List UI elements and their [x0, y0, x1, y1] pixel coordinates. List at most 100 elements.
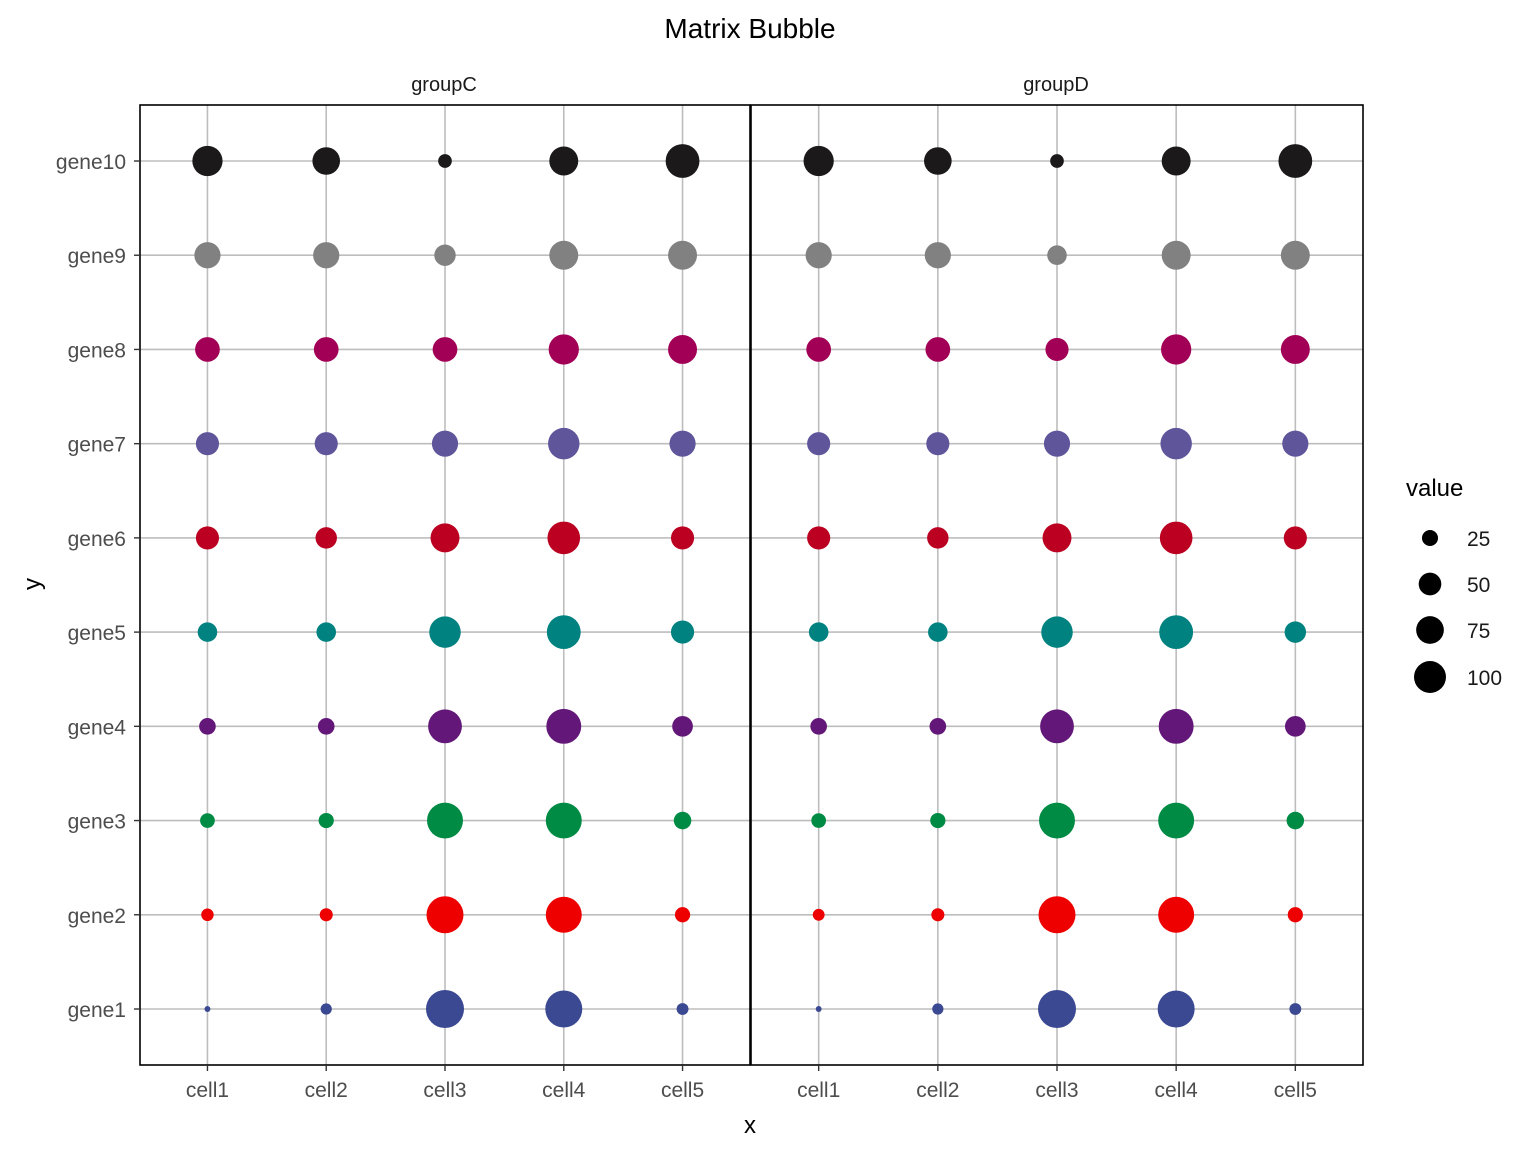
bubble-groupD-gene2-cell3	[1038, 896, 1076, 934]
x-tick-label: cell2	[305, 1079, 348, 1102]
bubble-groupC-gene6-cell2	[315, 527, 337, 549]
bubble-groupD-gene6-cell2	[927, 527, 949, 549]
bubble-groupC-gene4-cell2	[317, 718, 335, 735]
legend-label-25: 25	[1467, 528, 1490, 551]
y-tick-label: gene10	[56, 151, 126, 174]
bubble-groupC-gene2-cell5	[674, 907, 691, 923]
bubble-groupC-gene10-cell3	[438, 154, 452, 168]
bubble-groupD-gene4-cell3	[1040, 709, 1074, 744]
bubble-groupC-gene3-cell3	[427, 802, 463, 839]
bubble-groupC-gene2-cell3	[426, 896, 464, 934]
bubble-groupD-gene4-cell2	[929, 718, 947, 735]
bubble-groupC-gene7-cell3	[431, 430, 459, 457]
bubble-groupC-gene10-cell2	[312, 147, 341, 175]
bubble-groupC-gene9-cell4	[549, 240, 579, 270]
bubble-groupC-gene10-cell1	[192, 145, 223, 177]
bubble-groupC-gene8-cell2	[313, 337, 339, 362]
bubble-groupC-gene3-cell4	[545, 802, 582, 839]
bubble-groupC-gene10-cell4	[549, 146, 579, 176]
bubble-groupD-gene5-cell1	[808, 622, 829, 642]
bubble-groupC-gene4-cell5	[672, 715, 693, 737]
legend-key-50	[1418, 572, 1442, 596]
size-legend: value 25 50 75 100	[1406, 475, 1502, 693]
bubble-groupC-gene9-cell2	[313, 242, 340, 269]
bubble-groupD-gene10-cell3	[1050, 154, 1064, 168]
legend-label-50: 50	[1467, 574, 1490, 597]
bubble-groupC-gene6-cell1	[195, 526, 220, 550]
bubble-groupC-gene8-cell5	[668, 334, 698, 364]
bubble-groupC-gene5-cell5	[670, 620, 695, 644]
y-tick-label: gene9	[68, 245, 126, 268]
x-axis-title: x	[744, 1112, 756, 1139]
bubble-groupD-gene5-cell5	[1284, 621, 1307, 643]
bubble-groupD-gene5-cell3	[1041, 616, 1073, 648]
legend-key-25	[1421, 529, 1439, 547]
bubble-groupD-gene8-cell3	[1045, 337, 1069, 362]
legend-label-75: 75	[1467, 620, 1490, 643]
bubble-groupC-gene9-cell1	[194, 242, 221, 269]
bubble-groupC-gene1-cell3	[425, 989, 465, 1029]
bubble-groupC-gene7-cell1	[195, 432, 220, 456]
bubble-groupD-gene7-cell5	[1282, 430, 1309, 457]
bubble-groupD-gene8-cell1	[806, 337, 832, 362]
panel-groupD	[750, 104, 1364, 1066]
bubble-groupC-gene2-cell2	[319, 908, 333, 922]
bubble-groupD-gene7-cell2	[926, 432, 950, 456]
bubble-groupD-gene1-cell2	[932, 1003, 944, 1015]
bubble-groupC-gene7-cell5	[669, 430, 696, 457]
panel-groupC	[139, 104, 751, 1066]
x-axis-ticks: cell1 cell2 cell3 cell4 cell5 cell1 cell2 cell3…	[186, 1065, 1317, 1102]
bubble-groupC-gene5-cell4	[546, 615, 581, 650]
x-tick-label: cell5	[661, 1079, 704, 1102]
bubble-groupD-gene3-cell5	[1286, 811, 1305, 830]
bubble-groupC-gene5-cell2	[316, 622, 337, 642]
chart-title: Matrix Bubble	[664, 13, 835, 44]
bubble-groupC-gene8-cell4	[548, 334, 579, 365]
x-tick-label: cell3	[1035, 1079, 1078, 1102]
y-axis-title: y	[19, 578, 46, 590]
bubble-groupD-gene1-cell5	[1289, 1003, 1302, 1015]
bubble-groupD-gene10-cell2	[924, 147, 952, 175]
bubble-groupC-gene1-cell5	[676, 1003, 689, 1015]
bubble-groupD-gene2-cell5	[1287, 907, 1303, 923]
bubble-groupD-gene6-cell3	[1042, 523, 1072, 553]
bubble-groupD-gene6-cell5	[1283, 526, 1307, 550]
bubble-groupD-gene7-cell1	[807, 432, 831, 456]
bubble-groupC-gene8-cell1	[195, 337, 220, 362]
y-tick-label: gene1	[68, 999, 126, 1022]
bubble-groupD-gene6-cell4	[1159, 521, 1193, 555]
y-tick-label: gene7	[68, 434, 126, 457]
bubble-groupC-gene1-cell1	[204, 1006, 211, 1012]
bubble-groupD-gene9-cell4	[1161, 240, 1191, 270]
y-tick-label: gene6	[68, 528, 126, 551]
bubble-groupD-gene4-cell5	[1284, 715, 1306, 737]
bubble-groupD-gene2-cell2	[931, 908, 945, 922]
bubble-groupC-gene4-cell1	[199, 718, 216, 735]
x-tick-label: cell5	[1274, 1079, 1317, 1102]
bubble-groupC-gene1-cell2	[320, 1003, 332, 1015]
bubble-groupC-gene6-cell5	[670, 526, 695, 550]
bubble-groupC-gene5-cell1	[197, 622, 218, 642]
bubble-groupD-gene5-cell2	[928, 622, 948, 642]
x-tick-label: cell2	[916, 1079, 959, 1102]
bubble-groupC-gene3-cell5	[673, 811, 692, 830]
bubble-groupC-gene4-cell3	[428, 709, 462, 744]
bubble-groupC-gene4-cell4	[546, 708, 582, 744]
bubble-groupC-gene9-cell3	[434, 244, 456, 266]
bubble-groupC-gene5-cell3	[429, 616, 461, 648]
bubble-groupD-gene4-cell4	[1158, 708, 1194, 744]
bubble-groupD-gene4-cell1	[810, 718, 827, 735]
y-tick-label: gene5	[68, 622, 126, 645]
bubble-groupD-gene6-cell1	[807, 526, 831, 550]
bubble-groupD-gene5-cell4	[1159, 615, 1194, 650]
bubble-groupC-gene10-cell5	[665, 144, 700, 178]
bubble-groupD-gene8-cell5	[1280, 334, 1310, 364]
y-tick-label: gene8	[68, 339, 126, 362]
bubble-groupD-gene8-cell2	[925, 337, 951, 362]
bubble-groupC-gene2-cell4	[545, 896, 582, 933]
bubble-groupD-gene3-cell2	[930, 812, 946, 829]
x-tick-label: cell4	[1155, 1079, 1199, 1102]
y-tick-label: gene3	[68, 811, 126, 834]
bubble-groupD-gene1-cell1	[815, 1006, 822, 1012]
